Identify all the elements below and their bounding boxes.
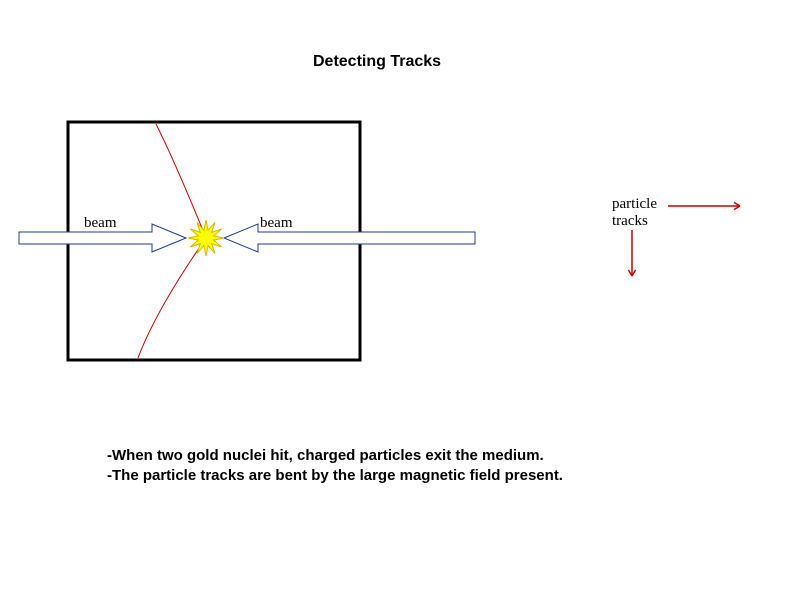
particle-tracks-label-line2: tracks (612, 213, 648, 229)
slide-title: Detecting Tracks (313, 53, 441, 71)
body-text-line2: -The particle tracks are bent by the lar… (107, 467, 563, 484)
slide-canvas: { "title": { "text": "Detecting Tracks",… (0, 0, 794, 595)
particle-tracks-label: particle tracks (612, 196, 657, 229)
body-text-line1: -When two gold nuclei hit, charged parti… (107, 447, 544, 464)
particle-tracks-label-line1: particle (612, 196, 657, 212)
beam-label-right: beam (260, 215, 292, 232)
beam-label-left: beam (84, 215, 116, 232)
diagram-svg (0, 0, 794, 595)
